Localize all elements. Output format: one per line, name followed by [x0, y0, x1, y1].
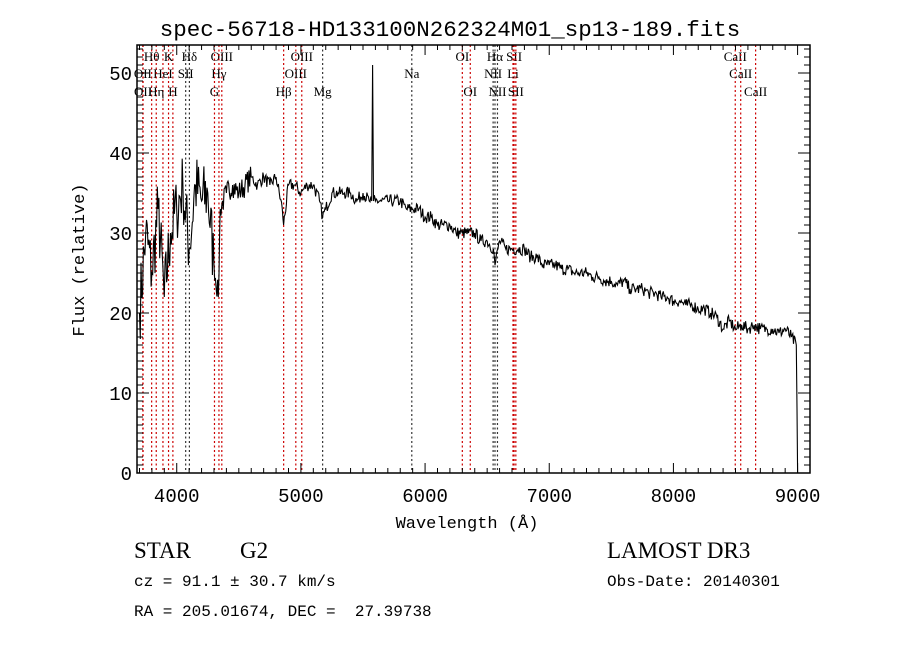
chart-title: spec-56718-HD133100N262324M01_sp13-189.f… — [160, 17, 741, 43]
spectral-line-label: OI — [463, 84, 477, 99]
spectral-line-label: Hα — [487, 49, 503, 64]
spectral-line-label: Hδ — [182, 49, 198, 64]
y-tick-label: 20 — [109, 304, 132, 326]
spectral-line-label: SII — [178, 66, 194, 81]
x-axis-label: Wavelength (Å) — [396, 515, 539, 534]
survey-name: LAMOST DR3 — [607, 538, 751, 563]
plot-frame — [136, 44, 811, 474]
x-tick-label: 8000 — [651, 486, 697, 508]
spectral-line-label: Na — [404, 66, 419, 81]
spectral-line-label: OI — [455, 49, 469, 64]
spectral-line-label: Hθ — [144, 49, 160, 64]
coordinates-text: RA = 205.01674, DEC = 27.39738 — [134, 603, 432, 621]
spectral-line-label: Hη — [148, 84, 164, 99]
x-tick-label: 6000 — [402, 486, 448, 508]
spectral-line-label: SII — [506, 49, 522, 64]
spectral-line-label: OIII — [211, 49, 233, 64]
object-subclass: G2 — [240, 538, 269, 563]
y-tick-label: 0 — [121, 464, 132, 486]
y-tick-label: 10 — [109, 384, 132, 406]
obs-date: Obs-Date: 20140301 — [607, 573, 780, 591]
spectral-line-label: OIII — [285, 66, 307, 81]
x-tick-label: 9000 — [775, 486, 821, 508]
y-axis-label: Flux (relative) — [71, 183, 90, 336]
spectral-line-label: NII — [484, 66, 502, 81]
object-class: STAR — [134, 538, 191, 563]
y-tick-label: 40 — [109, 144, 132, 166]
y-tick-label: 50 — [109, 64, 132, 86]
spectral-line-label: H — [168, 84, 177, 99]
spectral-line-label: OIII — [291, 49, 313, 64]
spectral-line-label: Hβ — [276, 84, 292, 99]
x-tick-label: 4000 — [154, 486, 200, 508]
spectral-line-label: K — [164, 49, 174, 64]
spectrum-line — [138, 64, 799, 474]
spectral-line-label: CaII — [724, 49, 747, 64]
spectral-line-label: OII — [134, 84, 152, 99]
spectral-line-label: G — [210, 84, 219, 99]
spectral-line-label: Hγ — [211, 66, 226, 81]
x-tick-label: 7000 — [526, 486, 572, 508]
spectral-line-label: HeI — [153, 66, 173, 81]
spectral-line-label: NII — [488, 84, 506, 99]
spectral-line-label: Li — [507, 66, 519, 81]
spectral-line-label: SII — [508, 84, 524, 99]
x-tick-label: 5000 — [278, 486, 324, 508]
y-tick-label: 30 — [109, 224, 132, 246]
spectral-line-label: Mg — [314, 84, 333, 99]
redshift-text: cz = 91.1 ± 30.7 km/s — [134, 573, 336, 591]
spectral-line-label: CaII — [729, 66, 752, 81]
spectral-line-label: CaII — [744, 84, 767, 99]
axis-ticks: 4000 5000 6000 7000 8000 9000 0 10 20 30 40 50 — [109, 45, 820, 508]
